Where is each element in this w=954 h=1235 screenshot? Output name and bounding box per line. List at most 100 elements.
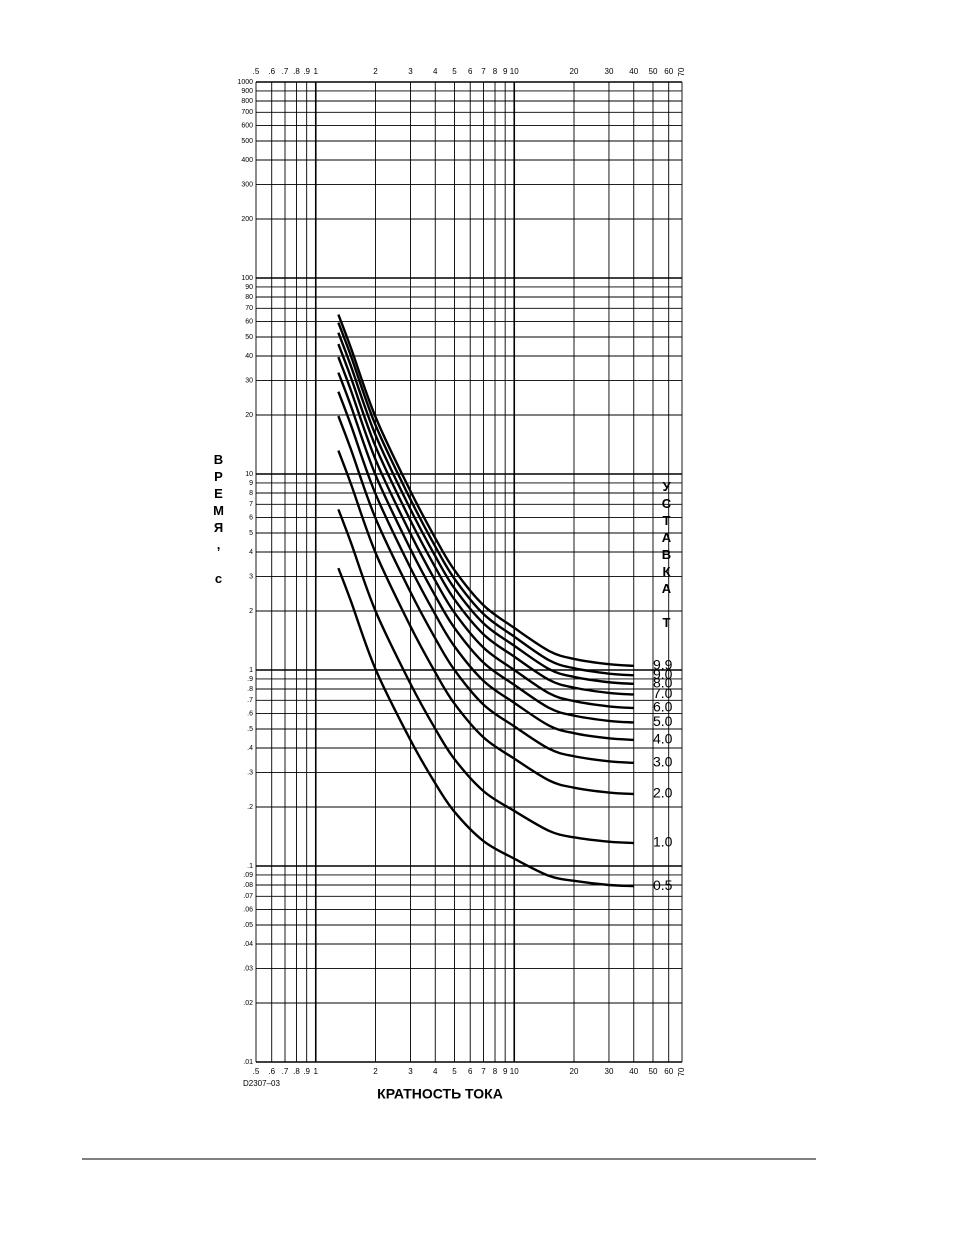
y-tick-label: 40 xyxy=(245,353,253,360)
y-tick-label: .4 xyxy=(247,745,253,752)
y-tick-label: .8 xyxy=(247,686,253,693)
x-tick-label: .7 xyxy=(282,67,289,76)
y-tick-label: 20 xyxy=(245,412,253,419)
legend-title: УСТАВКА Т xyxy=(659,479,674,632)
x-tick-label: .5 xyxy=(253,67,260,76)
figure-code: D2307–03 xyxy=(243,1079,280,1088)
legend-label: 0.5 xyxy=(653,877,673,893)
x-tick-label: 10 xyxy=(510,67,519,76)
y-tick-label: 30 xyxy=(245,377,253,384)
x-tick-label: 10 xyxy=(510,1067,519,1076)
curve xyxy=(337,415,634,765)
legend-label: 3.0 xyxy=(653,754,673,770)
legend-label: 6.0 xyxy=(653,699,673,715)
x-tick-label: .7 xyxy=(282,1067,289,1076)
x-tick-label: 4 xyxy=(433,67,438,76)
y-axis-label: ВРЕМЯ, с xyxy=(211,452,226,588)
legend-label: 5.0 xyxy=(653,713,673,729)
x-tick-label: 7 xyxy=(481,1067,486,1076)
curve xyxy=(337,508,634,845)
y-tick-label: 700 xyxy=(241,109,253,116)
x-tick-label: .5 xyxy=(253,1067,260,1076)
y-tick-label: 1000 xyxy=(237,79,253,86)
legend-label: 8.0 xyxy=(653,675,673,691)
x-tick-label: 40 xyxy=(629,67,638,76)
x-tick-label: 4 xyxy=(433,1067,438,1076)
y-tick-label: 90 xyxy=(245,284,253,291)
y-tick-label: 2 xyxy=(249,608,253,615)
y-tick-label: 100 xyxy=(241,275,253,282)
x-tick-label: 5 xyxy=(452,67,457,76)
y-tick-label: 400 xyxy=(241,157,253,164)
x-tick-label: 20 xyxy=(570,1067,579,1076)
y-tick-label: .7 xyxy=(247,697,253,704)
y-tick-label: .5 xyxy=(247,726,253,733)
x-tick-label: 7 xyxy=(481,67,486,76)
curve xyxy=(337,332,634,686)
y-tick-label: .1 xyxy=(247,863,253,870)
x-tick-label: 30 xyxy=(605,67,614,76)
y-tick-label: 300 xyxy=(241,181,253,188)
y-tick-label: .07 xyxy=(243,893,253,900)
x-tick-label: .9 xyxy=(303,1067,310,1076)
x-tick-label: 3 xyxy=(408,67,413,76)
x-tick-label: .9 xyxy=(303,67,310,76)
y-tick-label: 6 xyxy=(249,514,253,521)
y-tick-label: .3 xyxy=(247,769,253,776)
x-tick-label: 5 xyxy=(452,1067,457,1076)
curve xyxy=(337,391,634,742)
x-tick-label: 6 xyxy=(468,1067,473,1076)
curve xyxy=(337,356,634,710)
x-tick-label: .6 xyxy=(268,1067,275,1076)
x-tick-label: 9 xyxy=(503,1067,508,1076)
curve xyxy=(337,567,634,888)
y-tick-label: 200 xyxy=(241,216,253,223)
x-tick-label: 1 xyxy=(314,67,319,76)
y-tick-label: .06 xyxy=(243,906,253,913)
x-tick-label: 50 xyxy=(649,1067,658,1076)
y-tick-label: 4 xyxy=(249,549,253,556)
x-tick-label: 2 xyxy=(373,67,378,76)
curve xyxy=(337,450,634,796)
y-tick-label: 80 xyxy=(245,294,253,301)
y-tick-label: 50 xyxy=(245,334,253,341)
y-tick-label: 1 xyxy=(249,667,253,674)
y-tick-label: 10 xyxy=(245,471,253,478)
y-tick-label: .08 xyxy=(243,882,253,889)
legend-label: 7.0 xyxy=(653,685,673,701)
x-tick-label: 70 xyxy=(677,67,686,76)
legend-label: 9.0 xyxy=(653,666,673,682)
y-tick-label: 3 xyxy=(249,573,253,580)
y-tick-label: .09 xyxy=(243,872,253,879)
legend-label: 2.0 xyxy=(653,785,673,801)
x-tick-label: 30 xyxy=(605,1067,614,1076)
x-tick-label: 8 xyxy=(493,67,498,76)
curve xyxy=(337,372,634,724)
y-tick-label: .6 xyxy=(247,710,253,717)
y-tick-label: 5 xyxy=(249,530,253,537)
y-tick-label: .2 xyxy=(247,804,253,811)
x-tick-label: 9 xyxy=(503,67,508,76)
x-tick-label: 70 xyxy=(677,1067,686,1076)
y-tick-label: .03 xyxy=(243,965,253,972)
y-tick-label: .01 xyxy=(243,1059,253,1066)
x-tick-label: 2 xyxy=(373,1067,378,1076)
y-tick-label: 70 xyxy=(245,305,253,312)
x-axis-label: КРАТНОСТЬ ТОКА xyxy=(377,1086,503,1102)
x-tick-label: .8 xyxy=(293,1067,300,1076)
curve xyxy=(337,343,634,696)
y-tick-label: 900 xyxy=(241,88,253,95)
x-tick-label: 8 xyxy=(493,1067,498,1076)
y-tick-label: 60 xyxy=(245,318,253,325)
legend-label: 9.9 xyxy=(653,657,673,673)
y-tick-label: 7 xyxy=(249,501,253,508)
y-tick-label: .9 xyxy=(247,676,253,683)
x-tick-label: .8 xyxy=(293,67,300,76)
x-tick-label: 40 xyxy=(629,1067,638,1076)
y-tick-label: .02 xyxy=(243,1000,253,1007)
curve xyxy=(337,322,634,677)
x-tick-label: 20 xyxy=(570,67,579,76)
y-tick-label: .05 xyxy=(243,922,253,929)
y-tick-label: 800 xyxy=(241,98,253,105)
